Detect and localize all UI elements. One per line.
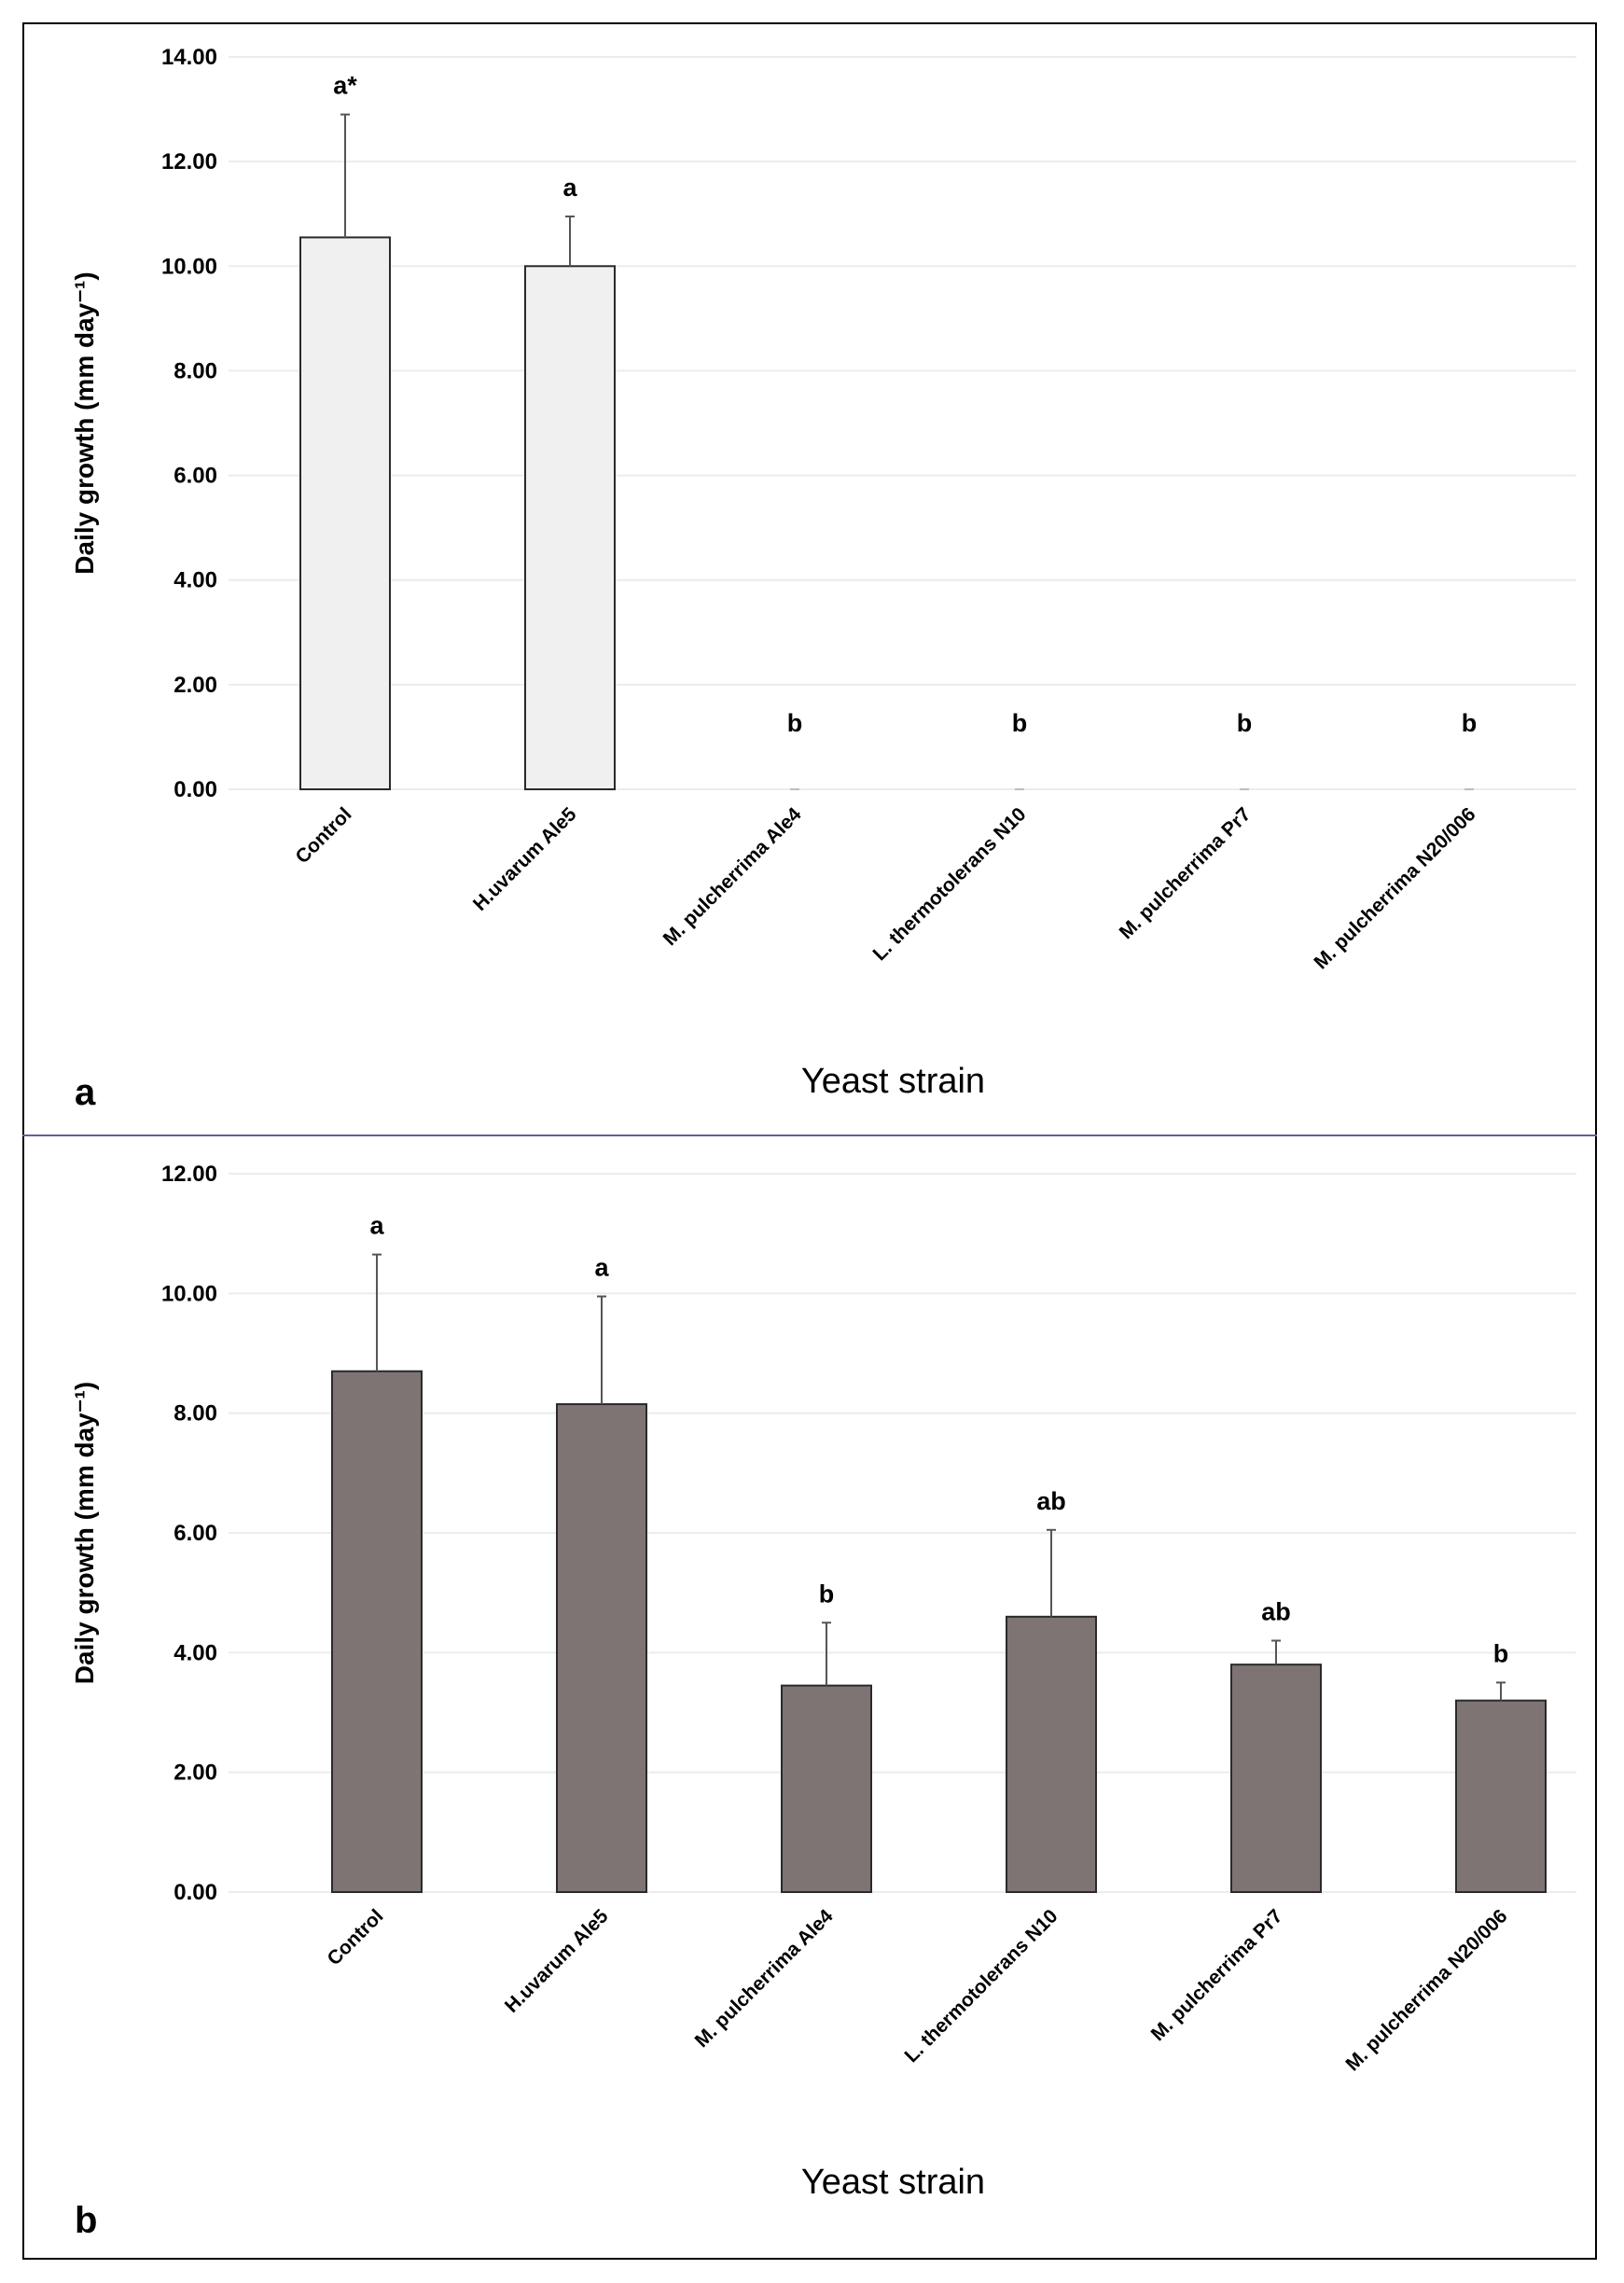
- category-label: M. pulcherrima Ale4: [691, 1905, 838, 2052]
- significance-label: b: [1493, 1639, 1509, 1667]
- category-label: L. thermotolerans N10: [900, 1905, 1062, 2067]
- bar: [556, 1403, 647, 1893]
- significance-label: b: [787, 709, 803, 737]
- y-tick-label: 0.00: [174, 1880, 217, 1905]
- bar: [1455, 1699, 1547, 1894]
- y-tick-label: 0.00: [174, 777, 217, 802]
- significance-label: ab: [1036, 1487, 1066, 1515]
- y-tick-label: 2.00: [174, 673, 217, 698]
- bar: [331, 1370, 423, 1893]
- chart-panel-a: 0.00 2.00 4.00 6.00 8.00 10.00 12.00 14.00 a* Con…: [70, 45, 1576, 1113]
- y-tick-label: 8.00: [174, 358, 217, 383]
- category-label: M. pulcherrima N20/006: [1341, 1905, 1511, 2075]
- significance-label: ab: [1261, 1598, 1291, 1626]
- y-tick-label: 10.00: [161, 254, 217, 279]
- category-label: M. pulcherrima N20/006: [1310, 803, 1479, 973]
- category-label: M. pulcherrima Pr7: [1147, 1905, 1287, 2045]
- category-label: H.uvarum Ale5: [469, 803, 581, 915]
- y-tick-label: 6.00: [174, 1521, 217, 1546]
- x-axis-title: Yeast strain: [801, 2163, 985, 2202]
- bar: [1230, 1664, 1322, 1894]
- y-tick-label: 12.00: [161, 149, 217, 174]
- bar: [781, 1684, 872, 1893]
- significance-label: b: [1237, 709, 1253, 737]
- panel-divider: [22, 1135, 1597, 1136]
- x-axis-title: Yeast strain: [801, 1062, 985, 1101]
- y-axis-title: Daily growth (mm day⁻¹): [70, 271, 99, 574]
- y-tick-label: 6.00: [174, 464, 217, 489]
- category-label: L. thermotolerans N10: [868, 803, 1030, 965]
- category-label: Control: [291, 803, 355, 868]
- y-tick-label: 14.00: [161, 45, 217, 70]
- panel-label: a: [75, 1072, 96, 1113]
- y-tick-label: 2.00: [174, 1761, 217, 1786]
- bar: [299, 236, 391, 791]
- y-tick-label: 4.00: [174, 1640, 217, 1665]
- y-tick-label: 8.00: [174, 1401, 217, 1427]
- chart-panel-b: 0.00 2.00 4.00 6.00 8.00 10.00 12.00 a Control a H…: [70, 1162, 1576, 2241]
- significance-label: b: [1462, 709, 1478, 737]
- bar: [1006, 1615, 1097, 1893]
- significance-label: a: [562, 174, 577, 202]
- category-label: M. pulcherrima Ale4: [659, 803, 806, 950]
- bar: [524, 265, 616, 790]
- y-tick-label: 10.00: [161, 1281, 217, 1306]
- significance-label: a: [369, 1212, 384, 1240]
- significance-label: a*: [333, 72, 357, 100]
- y-axis-title: Daily growth (mm day⁻¹): [70, 1382, 99, 1684]
- significance-label: b: [1012, 709, 1028, 737]
- significance-label: a: [594, 1254, 609, 1282]
- panel-label: b: [75, 2200, 97, 2241]
- category-label: H.uvarum Ale5: [501, 1905, 613, 2017]
- category-label: Control: [323, 1905, 387, 1970]
- figure-frame: [22, 22, 1597, 2260]
- y-tick-label: 12.00: [161, 1162, 217, 1187]
- y-tick-label: 4.00: [174, 568, 217, 593]
- significance-label: b: [819, 1580, 835, 1608]
- category-label: M. pulcherrima Pr7: [1116, 803, 1256, 943]
